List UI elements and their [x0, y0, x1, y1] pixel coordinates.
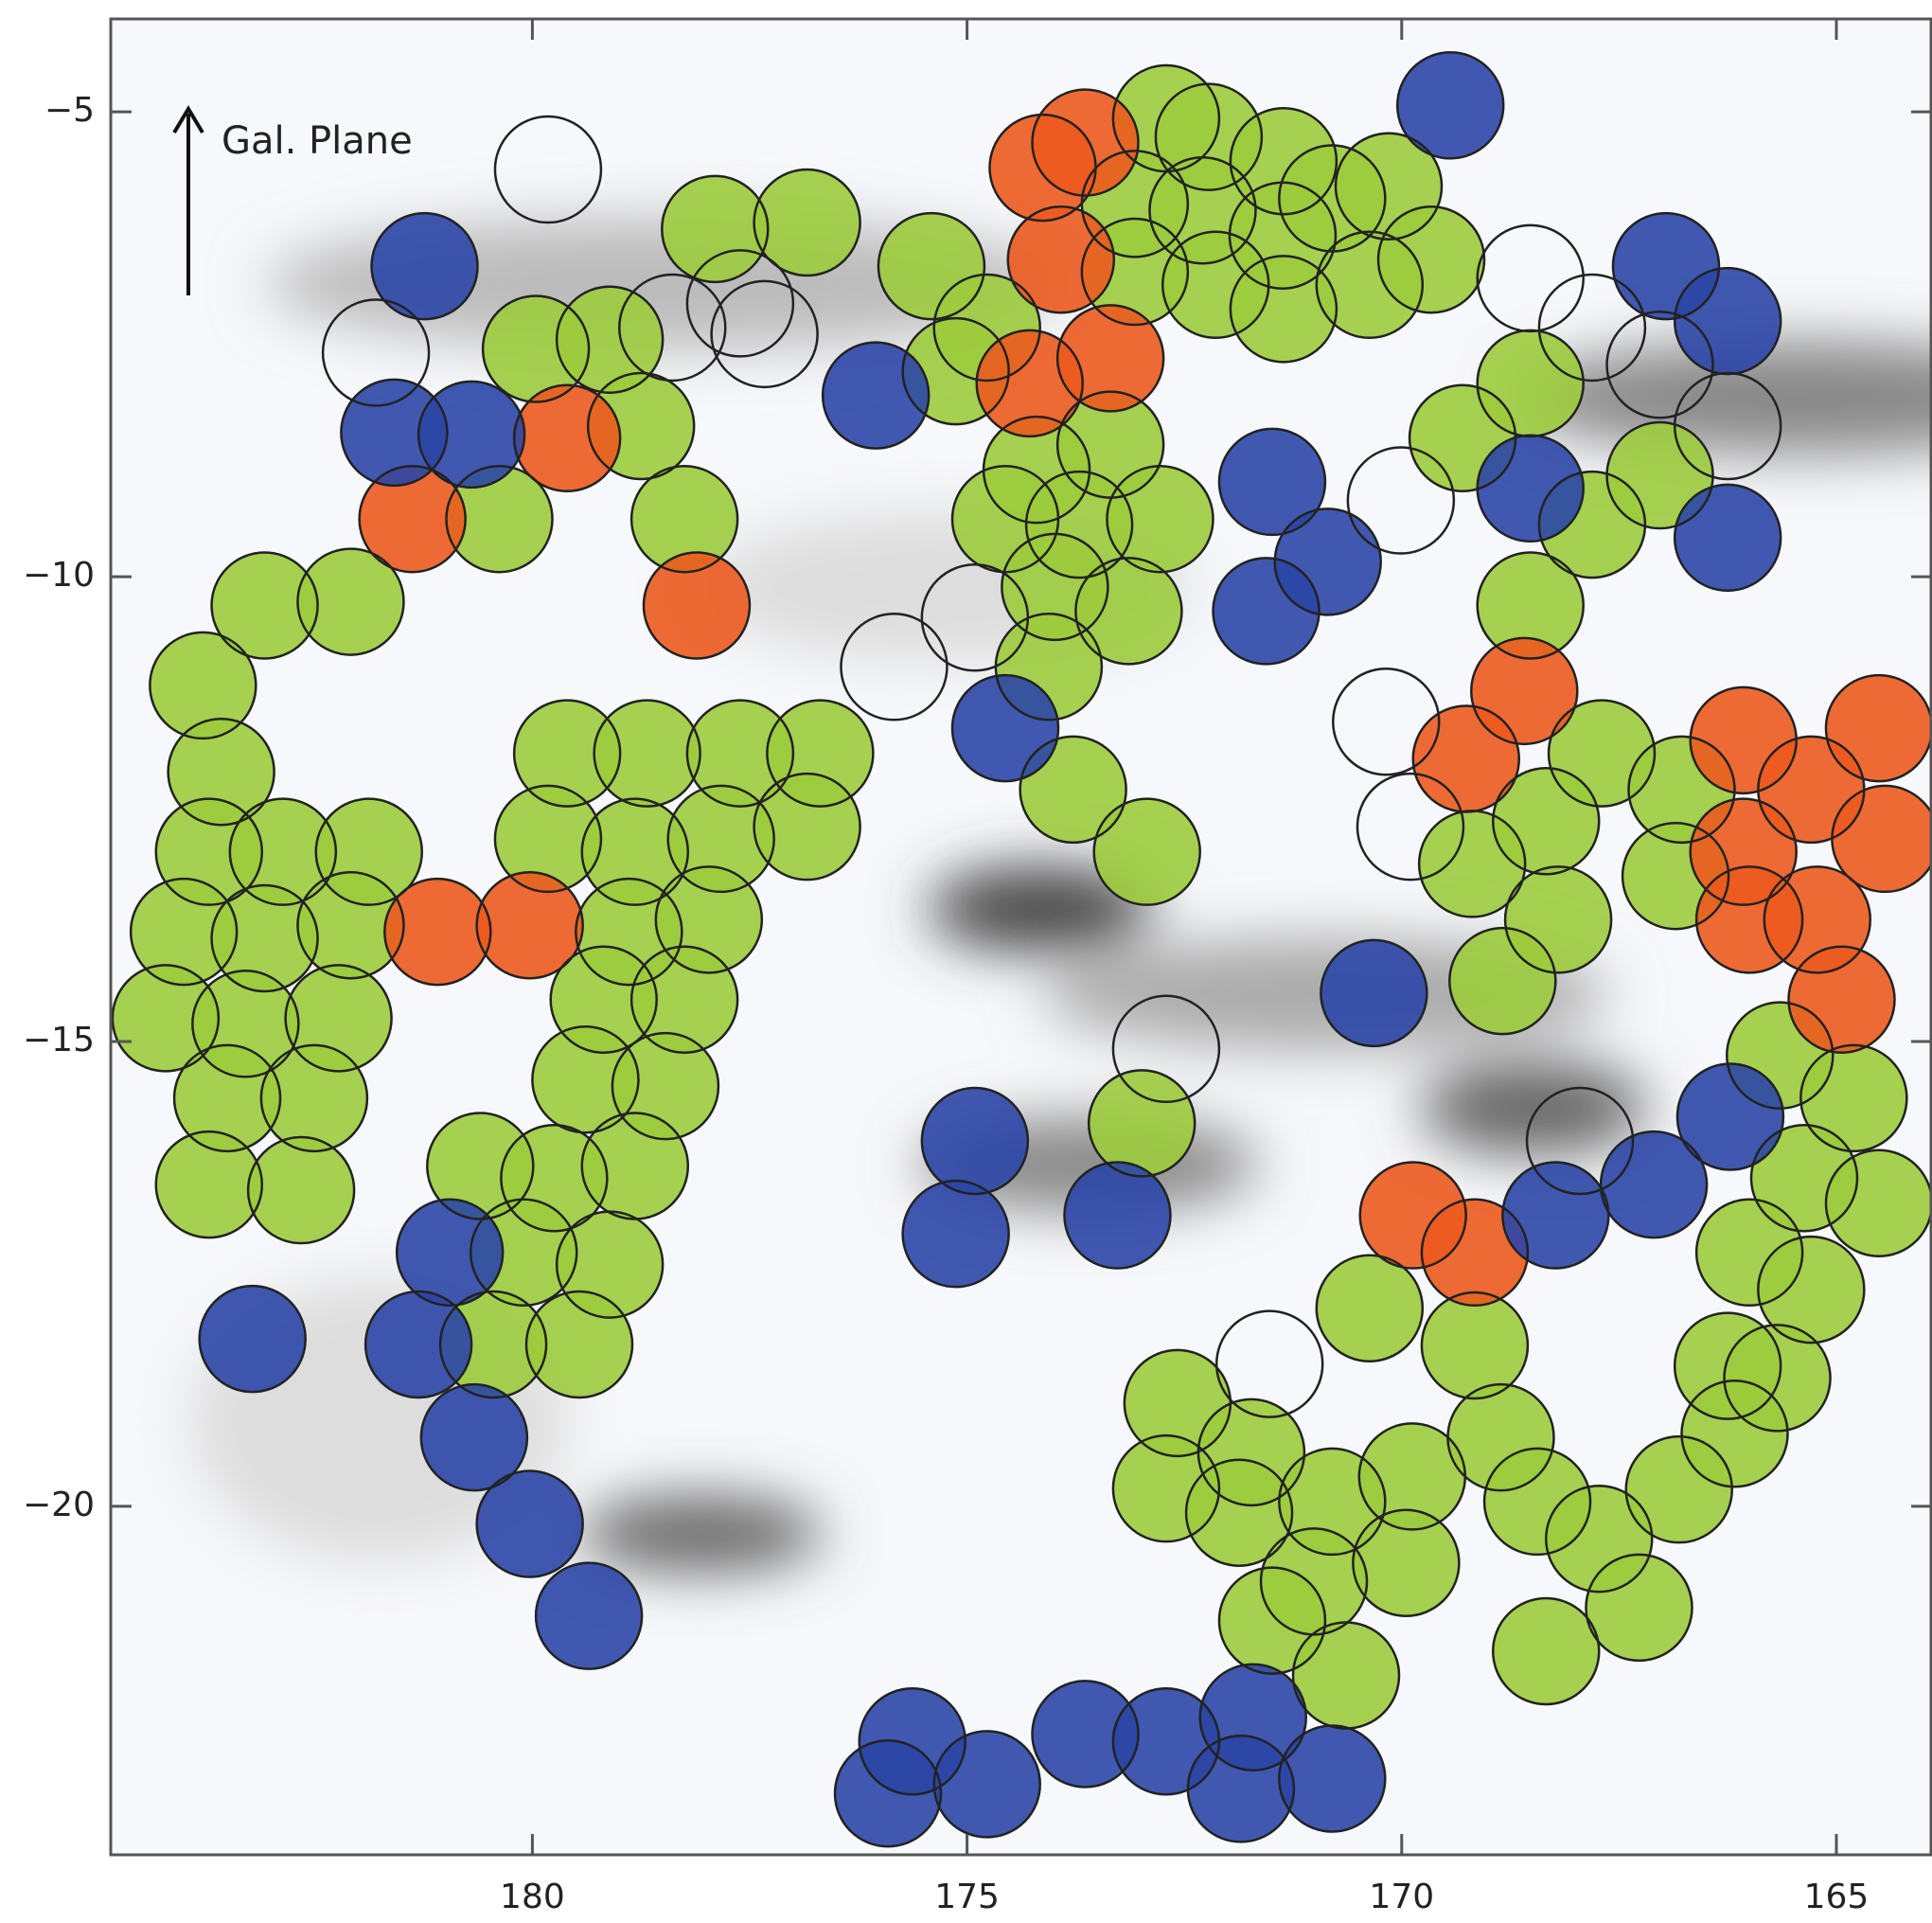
x-tick-label: 175 [934, 1878, 1000, 1916]
chart: 180 175 170 165 −5 −10 −15 −20 Gal. Plane [0, 0, 1932, 1923]
y-tick-label: −10 [23, 556, 95, 595]
annotation: Gal. Plane [222, 119, 413, 163]
x-tick-label: 170 [1369, 1878, 1434, 1916]
y-tick-label: −20 [23, 1486, 95, 1524]
y-tick-label: −5 [44, 91, 95, 130]
x-tick-label: 180 [500, 1878, 565, 1916]
y-tick-label: −15 [23, 1021, 95, 1059]
x-tick-label: 165 [1804, 1878, 1870, 1916]
